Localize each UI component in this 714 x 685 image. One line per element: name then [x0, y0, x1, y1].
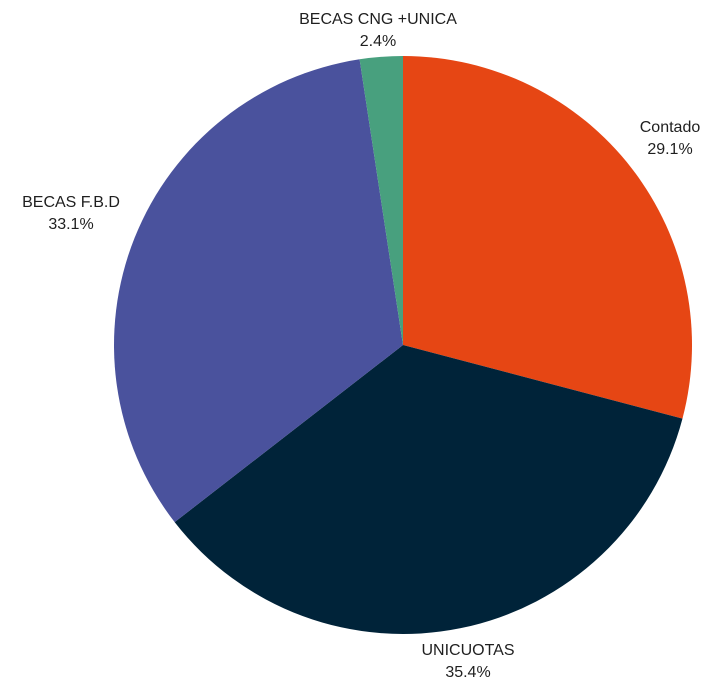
slice-value-contado: 29.1% — [647, 141, 692, 158]
slice-label-unicuotas: UNICUOTAS — [421, 642, 514, 659]
slice-label-becas-cng-unica: BECAS CNG +UNICA — [299, 11, 457, 28]
pie-slice-contado — [403, 56, 693, 419]
pie-slice-becas-f-b-d — [114, 59, 403, 523]
slice-value-becas-cng-unica: 2.4% — [360, 33, 396, 50]
pie-slice-unicuotas — [174, 345, 683, 634]
slice-value-unicuotas: 35.4% — [445, 664, 490, 681]
slice-label-becas-f-b-d: BECAS F.B.D — [22, 194, 120, 211]
slice-value-becas-f-b-d: 33.1% — [48, 216, 93, 233]
slice-label-contado: Contado — [640, 119, 701, 136]
pie-slice-becas-cng-unica — [359, 56, 403, 345]
